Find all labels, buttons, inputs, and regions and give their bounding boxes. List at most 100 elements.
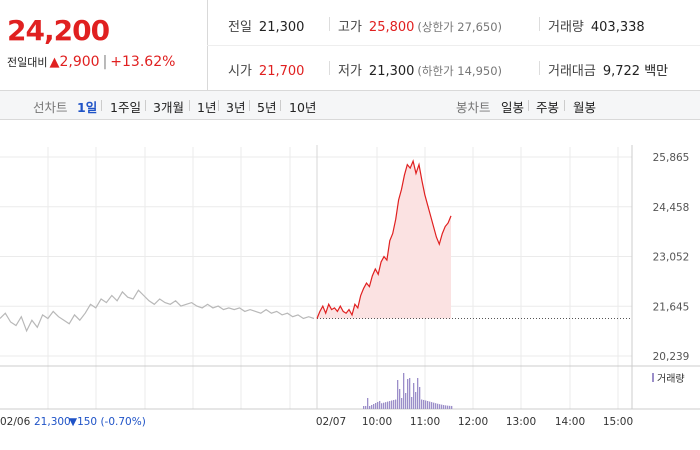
stat-value: 9,722 백만 [602,64,669,79]
volume-bar [367,398,369,409]
candle-daily[interactable]: 일봉 [501,100,525,115]
volume-bar [405,393,407,409]
stat-high: 고가 25,800 (상한가 27,650) [338,16,502,35]
volume-bar [369,406,371,409]
volume-bar [375,403,377,409]
x-tick-label: 02/07 [316,416,346,428]
divider [189,100,190,111]
divider [249,100,250,111]
period-10y[interactable]: 10년 [289,100,317,115]
divider [539,17,540,31]
volume-bar [385,402,387,409]
period-5y[interactable]: 5년 [257,100,277,115]
header-row-divider [207,45,700,46]
volume-bar [401,398,403,409]
volume-bars: 거래량 [363,373,685,409]
y-tick-label: 20,239 [653,351,690,363]
volume-bar [413,383,415,409]
stat-label: 전일 [228,20,252,35]
x-tick-label: 11:00 [410,416,440,428]
stat-value: 21,300 [258,20,305,35]
period-1y[interactable]: 1년 [197,100,217,115]
stat-sub: (상한가 27,650) [417,20,503,34]
candle-chart-label: 봉차트 [456,100,491,115]
volume-bar [381,403,383,409]
volume-bar [371,405,373,409]
prev-day-series [0,289,315,333]
stat-prev-close: 전일 21,300 [228,16,304,35]
volume-bar [383,402,385,409]
line-chart-label: 선차트 [33,100,68,115]
divider [280,100,281,111]
prev-day-change: ▼150 (-0.70%) [69,416,146,428]
y-tick-label: 24,458 [653,202,690,214]
change-divider: | [102,54,108,70]
period-1w[interactable]: 1주일 [110,100,141,115]
volume-bar [431,402,433,409]
divider [218,100,219,111]
volume-bar [419,387,421,409]
volume-bar [449,405,451,409]
volume-bar [441,404,443,409]
volume-bar [445,405,447,409]
stat-open: 시가 21,700 [228,60,304,79]
stat-label: 거래량 [548,20,584,35]
volume-bar [393,400,395,409]
change-value: 2,900 [59,54,100,70]
price-change: 전일대비 ▲2,900 | +13.62% [7,54,175,70]
period-3m[interactable]: 3개월 [153,100,184,115]
current-price: 24,200 [7,14,110,47]
stat-value: 21,700 [258,64,305,79]
stat-label: 고가 [338,20,362,35]
stat-sub: (하한가 14,950) [417,64,503,78]
stat-value: 21,300 [368,64,415,79]
x-tick-label: 10:00 [362,416,392,428]
divider [539,61,540,75]
y-tick-label: 25,865 [653,152,690,164]
volume-bar [407,379,409,409]
stat-label: 시가 [228,64,252,79]
quote-header: 24,200 전일대비 ▲2,900 | +13.62% 전일 21,300 고가 25,… [0,0,700,91]
divider [528,100,529,111]
volume-bar [425,400,427,409]
stat-label: 거래대금 [548,64,596,79]
divider [101,100,102,111]
stat-value: 403,338 [590,20,645,35]
up-arrow-icon: ▲ [49,55,60,70]
volume-bar [363,406,365,409]
volume-bar [427,400,429,409]
volume-bar [391,400,393,409]
volume-bar [373,404,375,409]
chart-toolbar: 선차트 1일 1주일 3개월 1년 3년 5년 10년 봉차트 일봉 주봉 월봉 [0,91,700,120]
volume-bar [417,378,419,409]
today-series [316,159,632,319]
price-summary: 24,200 전일대비 ▲2,900 | +13.62% [0,0,208,90]
volume-bar [409,378,411,409]
volume-bar [451,405,453,409]
volume-bar [435,403,437,409]
y-tick-label: 21,645 [653,301,690,313]
period-3y[interactable]: 3년 [226,100,246,115]
divider [564,100,565,111]
divider [329,61,330,75]
x-tick-label: 14:00 [555,416,585,428]
today-line [316,159,452,319]
volume-bar [439,404,441,409]
change-label: 전일대비 [7,56,48,69]
volume-bar [395,399,397,409]
volume-bar [437,403,439,409]
chart-footer: 02/06 21,300▼150 (-0.70%) [0,416,146,428]
volume-bar [443,405,445,409]
volume-bar [403,373,405,409]
today-area [317,161,451,319]
divider [145,100,146,111]
stat-amount: 거래대금 9,722 백만 [548,60,668,79]
candle-monthly[interactable]: 월봉 [573,100,597,115]
period-1d[interactable]: 1일 [77,100,98,115]
candle-weekly[interactable]: 주봉 [536,100,560,115]
volume-bar [433,402,435,409]
x-tick-label: 13:00 [506,416,536,428]
volume-legend-label: 거래량 [657,373,685,385]
volume-bar [429,401,431,409]
